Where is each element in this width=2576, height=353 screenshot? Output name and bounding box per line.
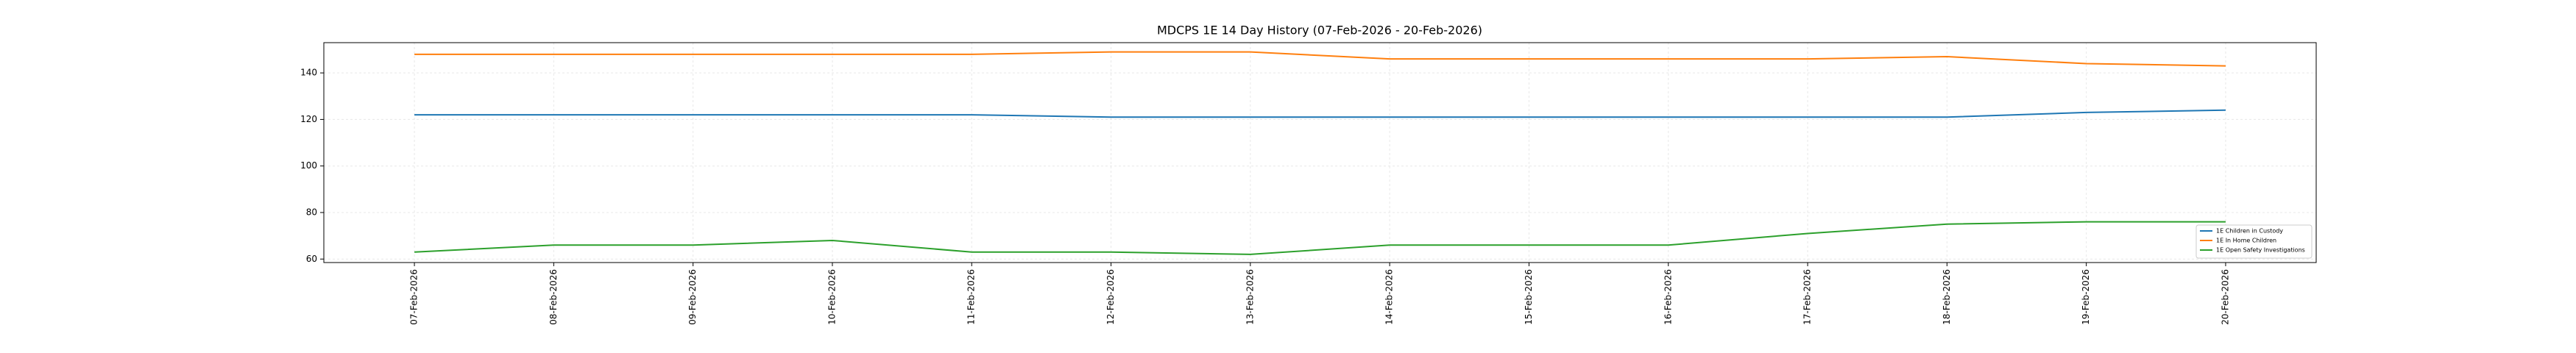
legend-label: 1E In Home Children [2216, 238, 2276, 244]
x-tick-label: 14-Feb-2026 [1384, 269, 1395, 325]
x-tick-label: 09-Feb-2026 [687, 269, 698, 325]
y-tick-label: 60 [306, 254, 317, 264]
y-tick-label: 80 [306, 207, 317, 217]
y-tick-label: 120 [300, 114, 317, 124]
x-tick-label: 13-Feb-2026 [1245, 269, 1255, 325]
plot-frame [323, 42, 2317, 263]
x-tick-label: 07-Feb-2026 [409, 269, 420, 325]
series-line [414, 221, 2226, 255]
y-tick-label: 100 [300, 160, 317, 171]
series-line [414, 109, 2226, 118]
x-tick-label: 19-Feb-2026 [2081, 269, 2091, 325]
series-line [414, 51, 2226, 67]
x-tick-label: 16-Feb-2026 [1663, 269, 1673, 325]
legend-label: 1E Children in Custody [2216, 228, 2283, 235]
x-tick-label: 20-Feb-2026 [2220, 269, 2230, 325]
x-tick-label: 18-Feb-2026 [1942, 269, 1952, 325]
x-tick-label: 17-Feb-2026 [1802, 269, 1813, 325]
y-tick-label: 140 [300, 68, 317, 78]
x-tick-label: 10-Feb-2026 [827, 269, 837, 325]
chart-title: MDCPS 1E 14 Day History (07-Feb-2026 - 2… [1157, 24, 1482, 38]
legend-box [2195, 224, 2313, 259]
x-tick-label: 15-Feb-2026 [1524, 269, 1534, 325]
x-tick-label: 11-Feb-2026 [966, 269, 977, 325]
x-tick-label: 08-Feb-2026 [548, 269, 559, 325]
legend-label: 1E Open Safety Investigations [2216, 247, 2305, 254]
x-tick-label: 12-Feb-2026 [1105, 269, 1116, 325]
